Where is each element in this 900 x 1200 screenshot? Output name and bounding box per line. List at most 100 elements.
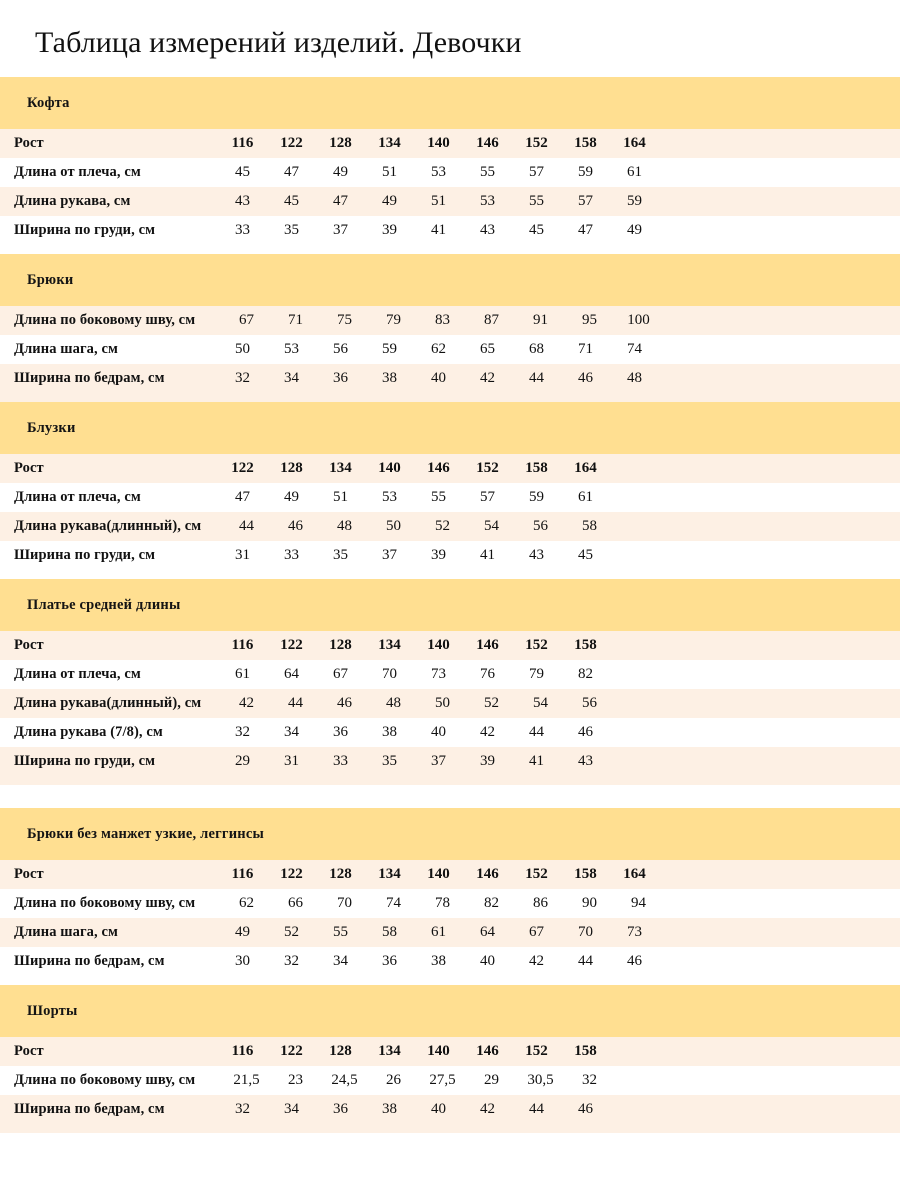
measurement-cell: 53 xyxy=(431,164,446,180)
measurement-cell: 43 xyxy=(529,547,544,563)
measurement-cell: 59 xyxy=(627,193,642,209)
page-title: Таблица измерений изделий. Девочки xyxy=(35,26,522,59)
measurement-cell: 61 xyxy=(431,924,446,940)
row-values: 31 33 35 37 39 41 43 45 xyxy=(218,541,610,570)
row-label: Рост xyxy=(14,135,44,151)
measurement-cell: 46 xyxy=(627,953,642,969)
measurement-cell: 65 xyxy=(480,341,495,357)
row-label: Длина от плеча, см xyxy=(14,666,141,682)
measurement-cell: 70 xyxy=(382,666,397,682)
row-label: Длина шага, см xyxy=(14,924,118,940)
measurement-cell: 66 xyxy=(288,895,303,911)
measurement-cell: 35 xyxy=(333,547,348,563)
size-column-header: 164 xyxy=(623,866,646,882)
measurement-cell: 67 xyxy=(239,312,254,328)
measurement-cell: 52 xyxy=(284,924,299,940)
row-label: Рост xyxy=(14,1043,44,1059)
measurement-cell: 51 xyxy=(382,164,397,180)
measurement-cell: 32 xyxy=(235,1101,250,1117)
measurement-cell: 29 xyxy=(235,753,250,769)
section-header: Шорты xyxy=(0,985,900,1037)
measurement-cell: 87 xyxy=(484,312,499,328)
measurement-cell: 62 xyxy=(431,341,446,357)
table-row: Длина по боковому шву, см 62 66 70 74 78 82 86 9… xyxy=(0,889,900,918)
section-брюки: Брюки Длина по боковому шву, см 67 71 75 79 83… xyxy=(0,254,900,402)
row-values: 49 52 55 58 61 64 67 70 73 xyxy=(218,918,659,947)
measurement-cell: 39 xyxy=(431,547,446,563)
row-values: 33 35 37 39 41 43 45 47 49 xyxy=(218,216,659,245)
size-column-header: 134 xyxy=(378,866,401,882)
measurement-cell: 30,5 xyxy=(527,1072,554,1088)
table-row: Ширина по бедрам, см 32 34 36 38 40 42 44 46 xyxy=(0,1095,900,1124)
size-column-header: 140 xyxy=(427,866,450,882)
measurement-cell: 55 xyxy=(333,924,348,940)
section-gap xyxy=(0,785,900,808)
size-column-header: 158 xyxy=(525,460,548,476)
size-column-header: 146 xyxy=(476,866,499,882)
section-header: Брюки xyxy=(0,254,900,306)
measurement-cell: 75 xyxy=(337,312,352,328)
section-tail xyxy=(0,1124,900,1133)
table-row: Длина рукава(длинный), см 42 44 46 48 50 52 54 5… xyxy=(0,689,900,718)
measurement-cell: 46 xyxy=(578,1101,593,1117)
size-column-header: 164 xyxy=(574,460,597,476)
measurement-cell: 74 xyxy=(627,341,642,357)
measurement-cell: 79 xyxy=(386,312,401,328)
table-row: Длина по боковому шву, см 67 71 75 79 83 87 91 9… xyxy=(0,306,900,335)
measurement-cell: 24,5 xyxy=(331,1072,358,1088)
size-column-header: 158 xyxy=(574,866,597,882)
measurement-cell: 34 xyxy=(284,370,299,386)
table-row: Длина по боковому шву, см 21,5 23 24,5 26 27,… xyxy=(0,1066,900,1095)
table-header-row: Рост 116 122 128 134 140 146 152 158 xyxy=(0,631,900,660)
measurement-cell: 45 xyxy=(578,547,593,563)
size-column-header: 140 xyxy=(427,637,450,653)
measurement-cell: 29 xyxy=(484,1072,499,1088)
measurement-cell: 33 xyxy=(333,753,348,769)
section-шорты: Шорты Рост 116 122 128 134 140 146 152 158 Длина п… xyxy=(0,985,900,1133)
measurement-cell: 34 xyxy=(333,953,348,969)
measurement-cell: 44 xyxy=(239,518,254,534)
row-label: Ширина по груди, см xyxy=(14,547,156,563)
measurement-cell: 40 xyxy=(431,1101,446,1117)
measurement-cell: 42 xyxy=(480,370,495,386)
measurement-cell: 58 xyxy=(582,518,597,534)
measurement-cell: 78 xyxy=(435,895,450,911)
row-label: Ширина по бедрам, см xyxy=(14,370,165,386)
measurement-cell: 31 xyxy=(284,753,299,769)
measurement-cell: 26 xyxy=(386,1072,401,1088)
measurement-cell: 34 xyxy=(284,1101,299,1117)
measurement-cell: 41 xyxy=(431,222,446,238)
row-label: Ширина по груди, см xyxy=(14,753,156,769)
section-header-label: Шорты xyxy=(27,1002,78,1019)
measurement-cell: 64 xyxy=(284,666,299,682)
measurement-cell: 51 xyxy=(431,193,446,209)
measurement-cell: 95 xyxy=(582,312,597,328)
row-values: 32 34 36 38 40 42 44 46 xyxy=(218,718,610,747)
measurement-cell: 83 xyxy=(435,312,450,328)
measurement-cell: 31 xyxy=(235,547,250,563)
measurement-cell: 39 xyxy=(480,753,495,769)
row-label: Длина по боковому шву, см xyxy=(14,895,196,911)
measurement-cell: 55 xyxy=(529,193,544,209)
measurement-cell: 37 xyxy=(382,547,397,563)
size-column-header: 122 xyxy=(280,637,303,653)
section-header: Брюки без манжет узкие, леггинсы xyxy=(0,808,900,860)
row-label: Длина от плеча, см xyxy=(14,489,141,505)
measurement-cell: 48 xyxy=(627,370,642,386)
sections-container: Кофта Рост 116 122 128 134 140 146 152 158 164 Длин… xyxy=(0,77,900,1133)
measurement-cell: 32 xyxy=(235,724,250,740)
measurement-cell: 57 xyxy=(529,164,544,180)
measurement-cell: 35 xyxy=(284,222,299,238)
title-spacer xyxy=(0,58,900,77)
size-column-header: 146 xyxy=(476,637,499,653)
size-column-header: 158 xyxy=(574,135,597,151)
size-column-header: 128 xyxy=(329,135,352,151)
row-values: 116 122 128 134 140 146 152 158 164 xyxy=(218,860,659,889)
row-values: 30 32 34 36 38 40 42 44 46 xyxy=(218,947,659,976)
size-column-header: 116 xyxy=(231,1043,254,1059)
section-tail xyxy=(0,245,900,254)
measurement-cell: 55 xyxy=(431,489,446,505)
size-column-header: 146 xyxy=(427,460,450,476)
size-column-header: 152 xyxy=(525,135,548,151)
